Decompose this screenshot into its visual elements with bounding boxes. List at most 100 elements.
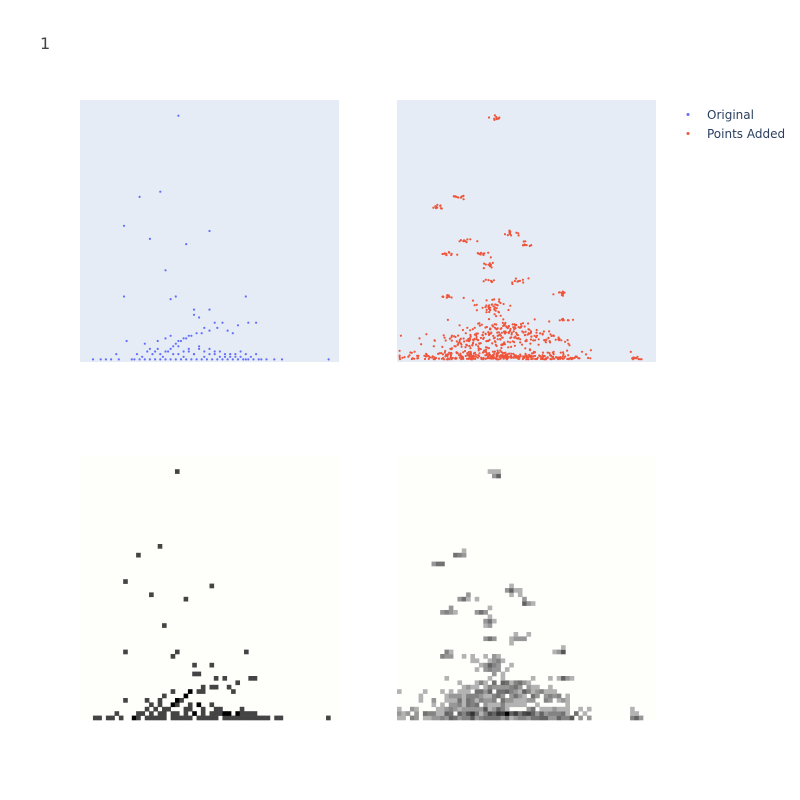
heatmap-cell <box>470 715 475 721</box>
scatter-point <box>234 355 237 358</box>
scatter-point <box>441 295 444 298</box>
scatter-point <box>508 352 511 355</box>
heatmap-cell <box>448 693 454 699</box>
heatmap-cell <box>530 706 536 712</box>
scatter-point <box>413 350 416 353</box>
scatter-point <box>494 343 497 346</box>
heatmap-cell <box>530 689 536 694</box>
heatmap-cell <box>453 706 458 712</box>
heatmap-cell <box>457 693 463 699</box>
scatter-point <box>552 334 555 337</box>
heatmap-cell <box>239 706 245 712</box>
heatmap-cell <box>565 711 570 716</box>
scatter-point <box>444 349 447 353</box>
scatter-point <box>229 355 232 358</box>
heatmap-cell <box>453 715 458 721</box>
scatter-point <box>535 357 539 361</box>
scatter-point <box>497 334 500 337</box>
scatter-point <box>466 326 469 329</box>
scatter-point <box>566 357 569 361</box>
scatter-point <box>458 324 461 327</box>
heatmap-cell <box>565 698 570 703</box>
scatter-point <box>208 347 211 350</box>
heatmap-cell <box>509 662 514 668</box>
scatter-point <box>174 358 177 361</box>
scatter-point <box>560 293 564 297</box>
heatmap-cell <box>265 715 271 721</box>
scatter-point <box>498 300 501 303</box>
heatmap-cell <box>513 698 519 703</box>
legend[interactable]: Original Points Added <box>686 108 786 141</box>
scatter-point <box>528 332 531 335</box>
scatter-point <box>177 114 180 117</box>
scatter-point <box>530 354 533 357</box>
heatmap-cell <box>157 711 163 716</box>
heatmap-cell <box>427 711 432 716</box>
scatter-point <box>432 345 435 348</box>
scatter-point <box>244 295 247 298</box>
scatter-point <box>441 345 444 348</box>
heatmap-cell <box>123 579 128 584</box>
heatmap-cell <box>535 684 540 690</box>
heatmap-cell <box>479 698 484 703</box>
scatter-point <box>525 358 528 361</box>
scatter-point <box>456 343 459 346</box>
heatmap-cell <box>244 649 249 655</box>
scatter-point <box>541 351 545 354</box>
scatter-point <box>525 356 528 359</box>
scatter-point <box>552 355 555 358</box>
heatmap-cell <box>487 623 493 628</box>
scatter-point <box>566 349 569 352</box>
heatmap-cell <box>487 667 493 672</box>
heatmap-cell <box>561 645 566 650</box>
heatmap-cell <box>431 561 437 567</box>
scatter-panel-points-added <box>397 100 656 362</box>
scatter-point <box>511 282 514 286</box>
scatter-point <box>477 349 480 352</box>
heatmap-cell <box>470 706 475 712</box>
heatmap-cell <box>226 711 232 716</box>
scatter-point <box>528 353 531 356</box>
scatter-point <box>169 334 172 337</box>
scatter-point <box>179 339 183 343</box>
heatmap-cell <box>526 698 532 703</box>
scatter-point <box>527 328 530 331</box>
scatter-point <box>493 323 496 326</box>
heatmap-cell <box>504 684 510 690</box>
heatmap-cell <box>543 711 549 716</box>
heatmap-cell <box>517 693 523 699</box>
scatter-point <box>562 357 566 360</box>
heatmap-cell <box>174 702 180 708</box>
heatmap-cell <box>444 698 450 703</box>
scatter-point <box>192 313 196 316</box>
heatmap-cell <box>435 715 441 721</box>
heatmap-cell <box>401 711 406 716</box>
scatter-point <box>506 354 509 357</box>
scatter-point <box>482 280 485 283</box>
scatter-point <box>446 358 449 361</box>
legend-item-points-added[interactable]: Points Added <box>686 127 786 141</box>
heatmap-cell <box>461 548 467 554</box>
heatmap-cell <box>522 693 527 699</box>
scatter-point <box>135 353 139 356</box>
scatter-point <box>530 335 533 338</box>
legend-item-original[interactable]: Original <box>686 108 754 122</box>
scatter-point <box>496 349 499 352</box>
heatmap-cell <box>97 715 102 721</box>
scatter-point <box>446 295 449 298</box>
heatmap-cell <box>222 676 228 681</box>
scatter-point <box>475 309 478 312</box>
scatter-point <box>164 337 167 340</box>
scatter-point <box>485 308 488 311</box>
heatmap-cell <box>483 662 488 668</box>
heatmap-cell <box>496 658 501 664</box>
scatter-point <box>527 322 530 325</box>
heatmap-cell <box>634 715 640 721</box>
heatmap-cell <box>461 698 467 703</box>
heatmap-cell <box>466 698 471 703</box>
heatmap-cell <box>504 588 510 593</box>
scatter-point <box>192 353 196 356</box>
scatter-point <box>236 358 240 361</box>
scatter-point <box>464 354 467 358</box>
heatmap-cell <box>239 711 245 716</box>
